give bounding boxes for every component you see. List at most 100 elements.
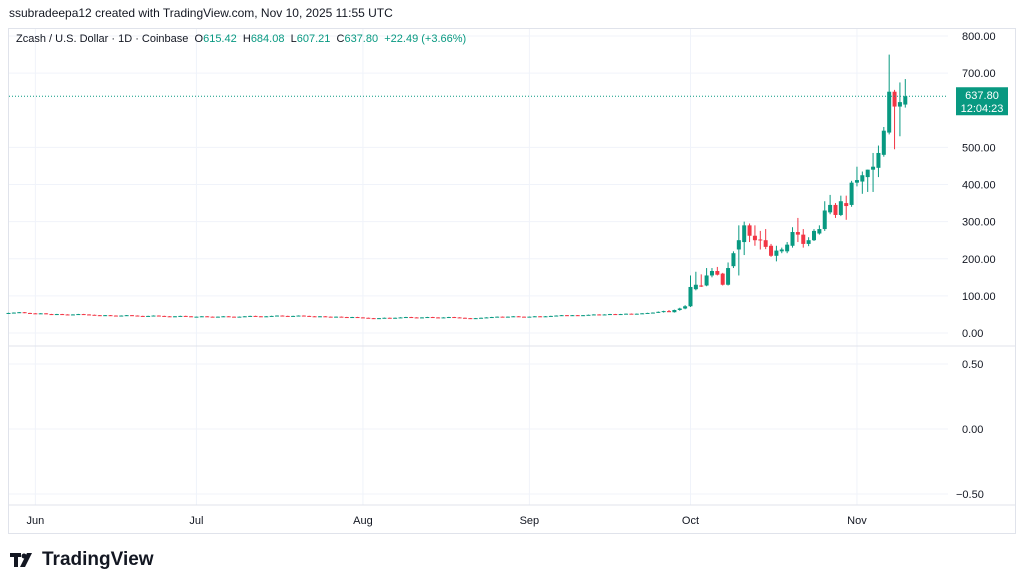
candle-body (656, 311, 661, 313)
candle-body (446, 317, 451, 319)
candle-body (640, 313, 645, 315)
tradingview-logo[interactable]: TradingView (10, 549, 154, 571)
candle-body (795, 232, 800, 235)
candle-body (511, 316, 516, 318)
candle-body (484, 317, 489, 319)
candle-body (130, 315, 135, 317)
candle-body (457, 317, 462, 319)
candle-body (33, 313, 38, 315)
y-tick-label: 500.00 (962, 142, 996, 154)
last-price-badge (956, 87, 1008, 116)
candle-body (334, 316, 339, 318)
candle-body (597, 314, 602, 316)
candle-body (11, 312, 16, 314)
ohlc-legend: Zcash / U.S. Dollar · 1D · Coinbase O615… (16, 33, 466, 45)
candle-body (371, 318, 376, 320)
candle-body (210, 316, 215, 318)
candle-body (769, 245, 774, 256)
candle-body (876, 152, 881, 168)
candle-body (189, 316, 194, 318)
candle-body (828, 204, 833, 213)
candle-body (92, 314, 97, 316)
candle-body (516, 316, 521, 318)
candle-body (119, 315, 124, 317)
candle-body (221, 316, 226, 318)
candle-body (87, 314, 92, 316)
candle-body (801, 234, 806, 244)
candle-body (613, 314, 618, 316)
candle-body (183, 315, 188, 317)
countdown-label: 12:04:23 (961, 103, 1004, 115)
candle-body (97, 315, 102, 317)
candle-body (108, 315, 113, 317)
candle-body (419, 317, 424, 319)
candle-body (70, 314, 75, 316)
candle-body (527, 316, 532, 318)
candle-body (473, 318, 478, 320)
candle-body (522, 316, 527, 318)
candle-body (44, 313, 49, 315)
candle-body (812, 230, 816, 241)
candle-body (291, 315, 296, 317)
candle-body (76, 314, 81, 316)
candle-body (468, 318, 473, 320)
candle-body (892, 91, 897, 107)
candle-body (720, 273, 725, 285)
candle-body (505, 316, 510, 318)
candle-body (677, 308, 682, 310)
lower-y-tick-label: 0.00 (962, 424, 983, 436)
candle-body (194, 316, 199, 318)
candle-body (172, 316, 177, 318)
candle-body (242, 316, 247, 318)
candle-body (178, 315, 183, 317)
candle-body (296, 315, 301, 317)
y-tick-label: 0.00 (962, 328, 983, 340)
close-value: 637.80 (344, 33, 379, 45)
candle-body (162, 315, 167, 317)
candle-body (758, 239, 763, 241)
candle-body (275, 315, 279, 317)
candle-body (865, 169, 870, 178)
candle-body (844, 203, 849, 207)
candle-body (350, 317, 355, 319)
candle-body (403, 317, 408, 319)
candle-body (60, 314, 65, 316)
candle-body (436, 317, 441, 319)
candle-body (887, 91, 892, 133)
close-label: C (336, 33, 345, 45)
candle-body (726, 268, 731, 285)
candle-body (248, 315, 253, 317)
candle-body (328, 316, 333, 318)
candle-body (683, 306, 688, 309)
candle-body (301, 315, 306, 317)
candle-body (38, 313, 43, 315)
logo-text: TradingView (42, 549, 154, 570)
candle-body (500, 316, 505, 318)
candle-body (849, 182, 854, 205)
candle-body (709, 271, 714, 276)
candle-body (317, 316, 322, 318)
candle-body (736, 240, 741, 250)
x-tick-label: Sep (520, 515, 540, 527)
candle-body (124, 315, 129, 317)
candle-body (607, 314, 612, 316)
candle-body (645, 312, 650, 314)
candle-body (226, 316, 231, 318)
candle-body (747, 225, 752, 236)
candle-body (425, 317, 430, 319)
y-tick-label: 700.00 (962, 68, 996, 80)
candle-body (205, 316, 210, 318)
candle-body (27, 312, 32, 314)
candle-body (699, 285, 704, 287)
candle-body (817, 229, 822, 234)
candle-body (307, 315, 312, 317)
x-tick-label: Aug (353, 515, 373, 527)
candle-body (65, 314, 70, 316)
candle-body (704, 275, 709, 286)
candle-body (752, 235, 757, 241)
candle-body (344, 317, 349, 319)
candle-body (156, 315, 161, 317)
candle-body (462, 317, 467, 319)
candle-body (355, 317, 360, 319)
